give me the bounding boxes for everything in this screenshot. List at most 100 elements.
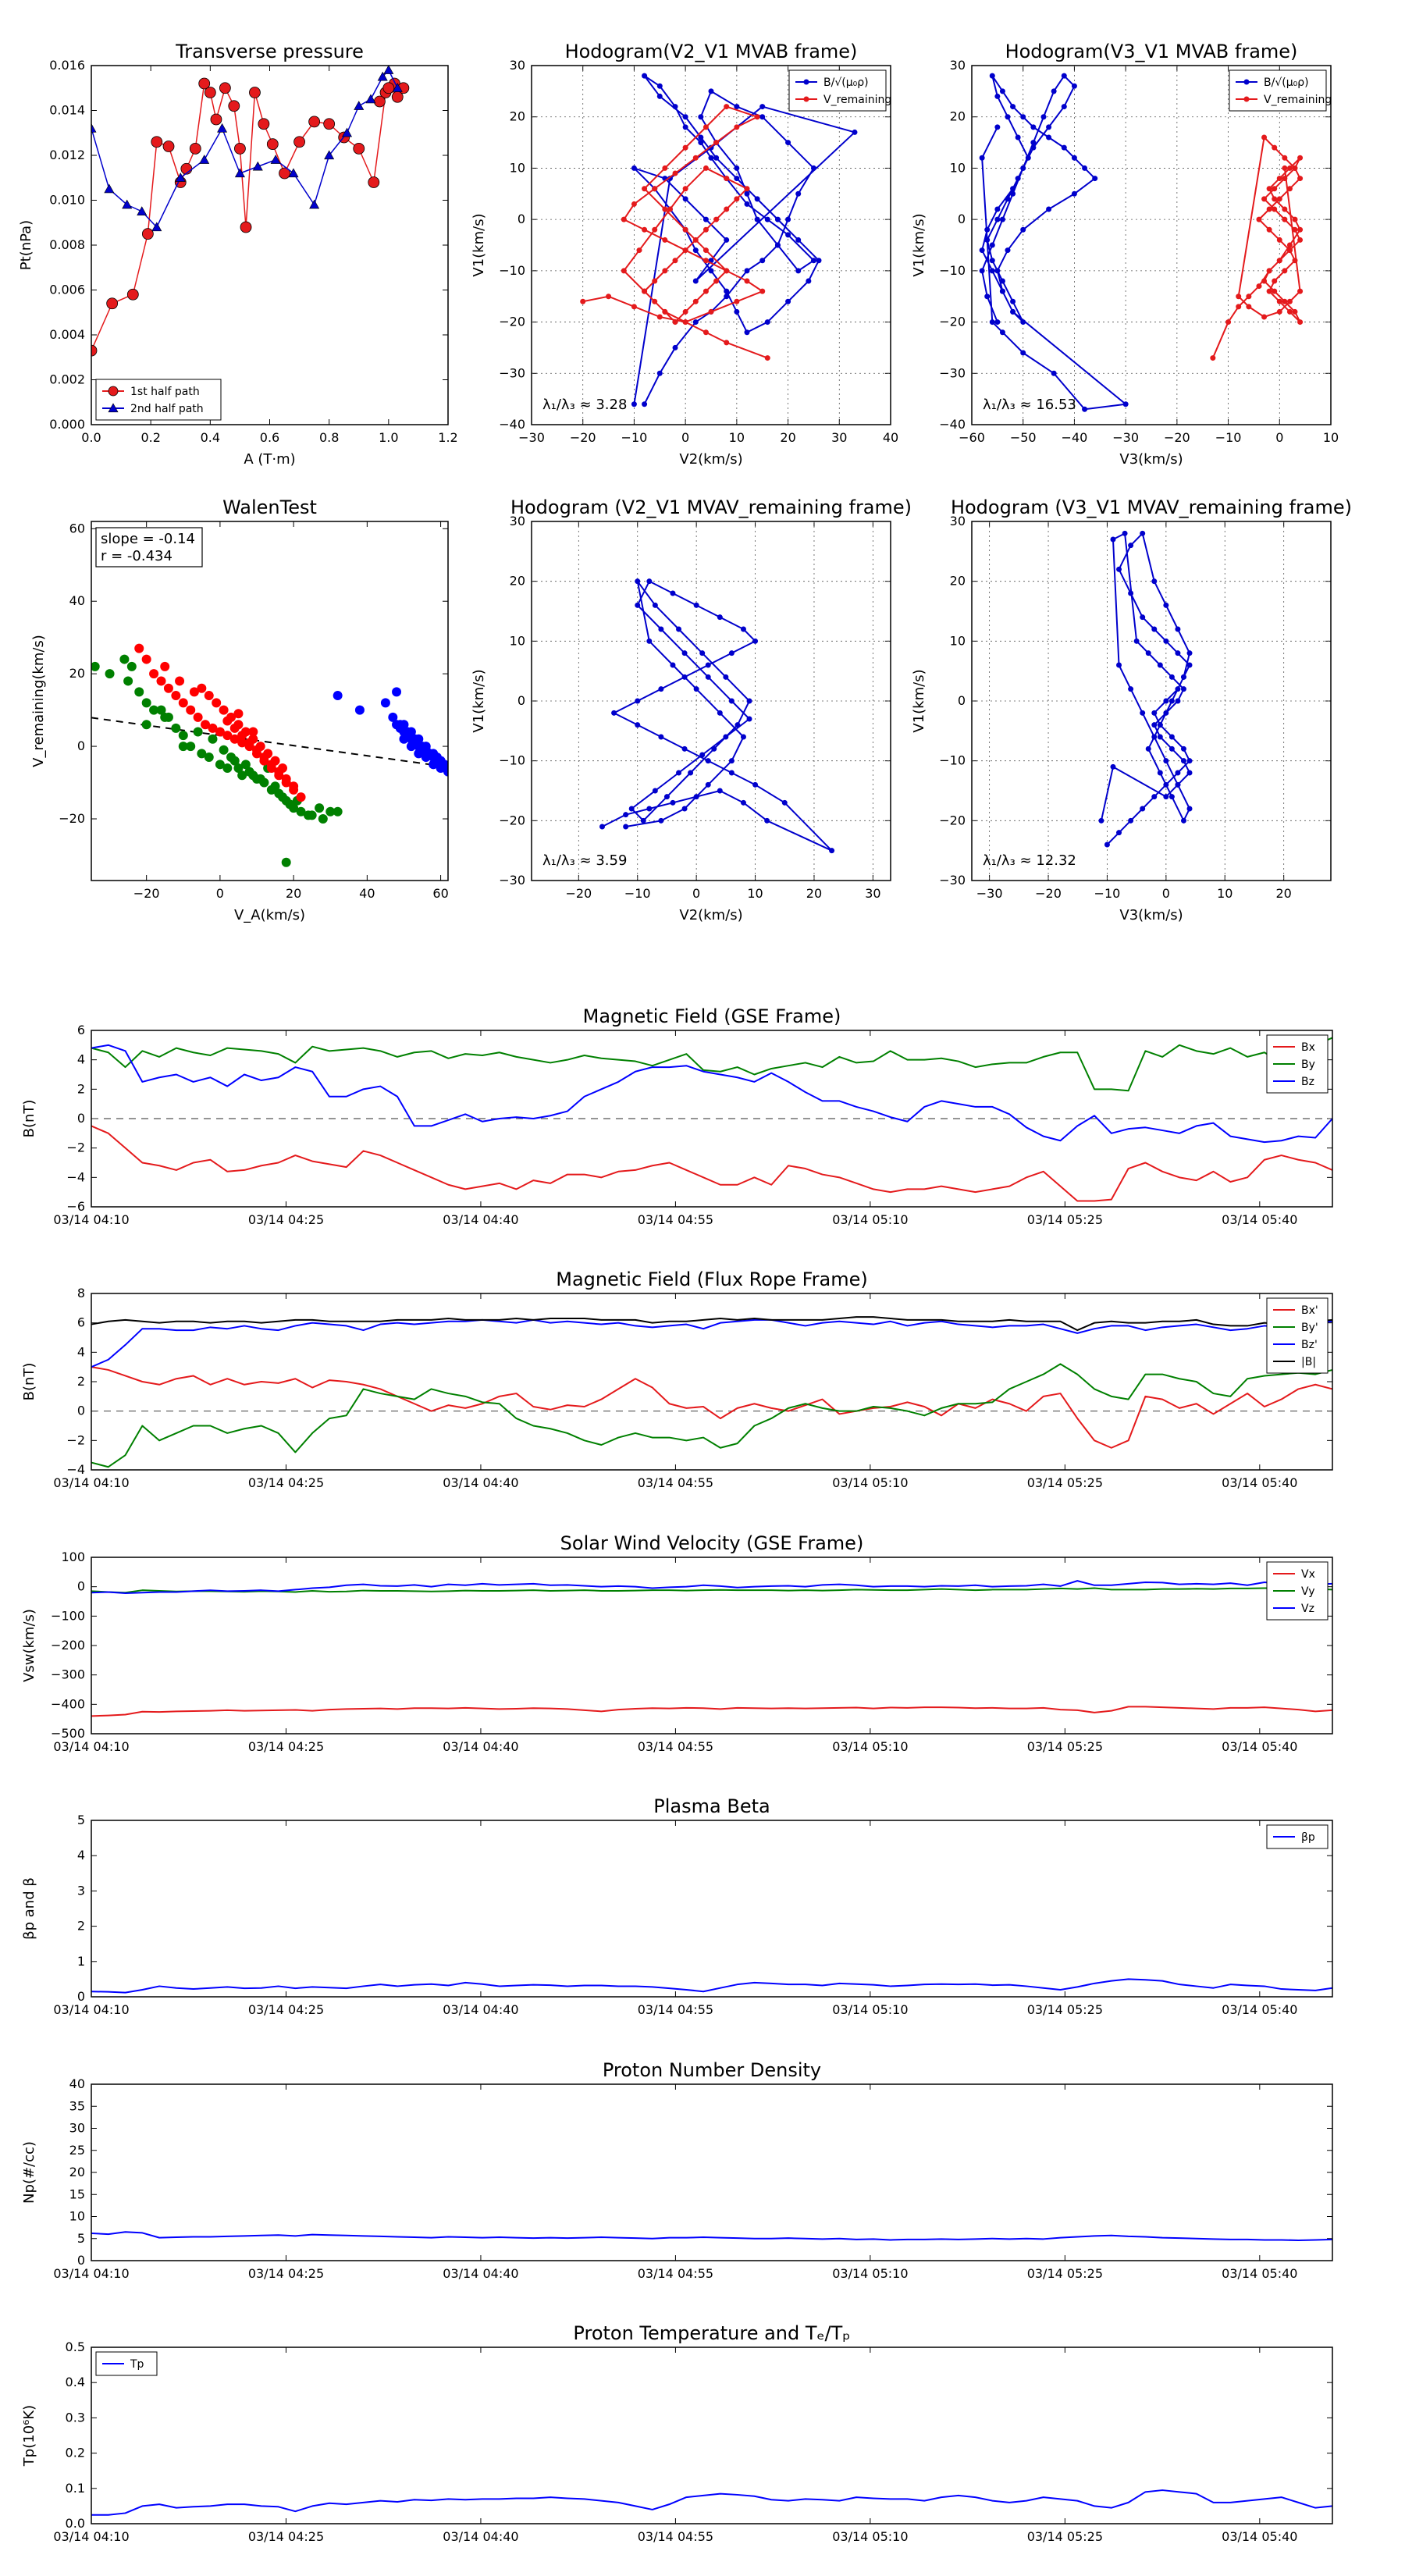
data-point	[693, 794, 699, 800]
y-tick-label: 10	[950, 633, 966, 648]
data-point	[323, 118, 336, 130]
y-tick-label: −30	[939, 365, 966, 380]
data-point	[688, 770, 694, 776]
data-point	[1128, 543, 1134, 549]
data-point	[1175, 698, 1181, 704]
data-point	[1286, 308, 1293, 315]
data-point	[281, 857, 291, 867]
data-point	[354, 101, 365, 110]
y-tick-label: −20	[939, 315, 966, 329]
data-point	[735, 722, 741, 728]
data-point	[270, 155, 281, 164]
data-point	[160, 661, 170, 671]
data-point	[635, 722, 641, 728]
data-point	[91, 661, 100, 671]
y-tick-label: −10	[499, 753, 525, 768]
data-point	[270, 781, 280, 792]
x-tick-label: 03/14 05:10	[832, 1739, 908, 1754]
x-tick-label: 30	[831, 430, 847, 445]
series-line	[91, 1587, 1333, 1594]
y-tick-label: 6	[77, 1315, 85, 1330]
plot-frame	[91, 1030, 1333, 1208]
data-point	[1292, 165, 1298, 171]
plot-frame	[531, 521, 891, 881]
data-point	[734, 308, 740, 315]
fit-stats-line: r = -0.434	[101, 548, 173, 564]
data-point	[1186, 806, 1193, 812]
data-point	[315, 803, 325, 813]
y-tick-label: 0.004	[49, 327, 85, 342]
data-point	[1082, 165, 1088, 171]
data-point	[308, 116, 321, 128]
data-point	[994, 216, 1001, 222]
data-point	[201, 720, 211, 730]
y-tick-label: −10	[939, 753, 966, 768]
data-point	[1030, 140, 1037, 146]
data-point	[197, 749, 207, 759]
data-point	[1186, 758, 1193, 764]
data-point	[795, 190, 802, 197]
x-tick-label: 03/14 04:25	[248, 1212, 324, 1227]
eigenvalue-ratio-label: λ₁/λ₃ ≈ 3.28	[542, 397, 627, 413]
data-point	[713, 278, 720, 284]
data-point	[989, 242, 995, 248]
data-point	[670, 662, 676, 668]
data-point	[702, 247, 709, 254]
y-tick-label: −40	[939, 417, 966, 432]
data-point	[108, 386, 119, 397]
legend-label: Tp	[130, 2358, 144, 2371]
y-tick-label: −400	[51, 1696, 85, 1711]
x-tick-label: 03/14 04:55	[638, 2266, 713, 2281]
data-point	[708, 88, 714, 94]
chart-title: Hodogram (V3_V1 MVAV_remaining frame)	[951, 496, 1352, 518]
data-point	[141, 720, 151, 730]
data-point	[134, 687, 144, 697]
data-point	[623, 812, 629, 818]
y-axis-label: Pt(nPa)	[18, 220, 34, 270]
y-tick-label: 2	[77, 1919, 85, 1934]
x-tick-label: 03/14 04:25	[248, 1475, 324, 1490]
data-point	[1175, 650, 1181, 656]
data-point	[702, 165, 709, 171]
legend-label: Bz	[1301, 1076, 1314, 1088]
data-point	[999, 278, 1005, 284]
data-point	[728, 650, 735, 656]
x-tick-label: 1.0	[379, 430, 398, 445]
data-point	[248, 727, 258, 737]
data-point	[852, 129, 858, 135]
data-point	[1266, 226, 1272, 233]
data-point	[233, 709, 244, 719]
data-point	[237, 738, 247, 748]
series-line	[91, 1125, 1333, 1202]
y-tick-label: 0	[518, 693, 525, 708]
y-axis-label: βp and β	[21, 1877, 37, 1940]
x-tick-label: 03/14 05:40	[1222, 1212, 1297, 1227]
data-point	[418, 742, 428, 752]
x-tick-label: 10	[1323, 430, 1339, 445]
series-line	[633, 75, 855, 405]
data-point	[1175, 626, 1181, 632]
data-point	[1151, 578, 1158, 585]
data-point	[744, 278, 750, 284]
data-point	[175, 173, 186, 182]
data-point	[672, 344, 678, 350]
x-tick-label: 03/14 05:10	[832, 2529, 908, 2544]
fit-stats-box	[95, 527, 203, 568]
data-point	[1092, 176, 1098, 182]
x-axis-label: V2(km/s)	[679, 907, 742, 923]
plot-area	[1098, 530, 1193, 848]
x-tick-label: 03/14 04:10	[53, 2002, 129, 2017]
data-point	[631, 165, 637, 171]
y-tick-label: 8	[77, 1286, 85, 1300]
x-tick-label: 0	[1162, 886, 1170, 901]
fit-stats-line: slope = -0.14	[101, 531, 195, 547]
data-point	[1272, 144, 1278, 151]
plot-frame	[531, 65, 891, 425]
data-point	[1286, 186, 1293, 192]
y-tick-label: 30	[510, 58, 525, 73]
x-tick-label: 03/14 05:10	[832, 2266, 908, 2281]
data-point	[692, 247, 699, 254]
data-point	[1046, 206, 1052, 212]
data-point	[374, 95, 386, 108]
x-tick-label: 03/14 04:25	[248, 2002, 324, 2017]
